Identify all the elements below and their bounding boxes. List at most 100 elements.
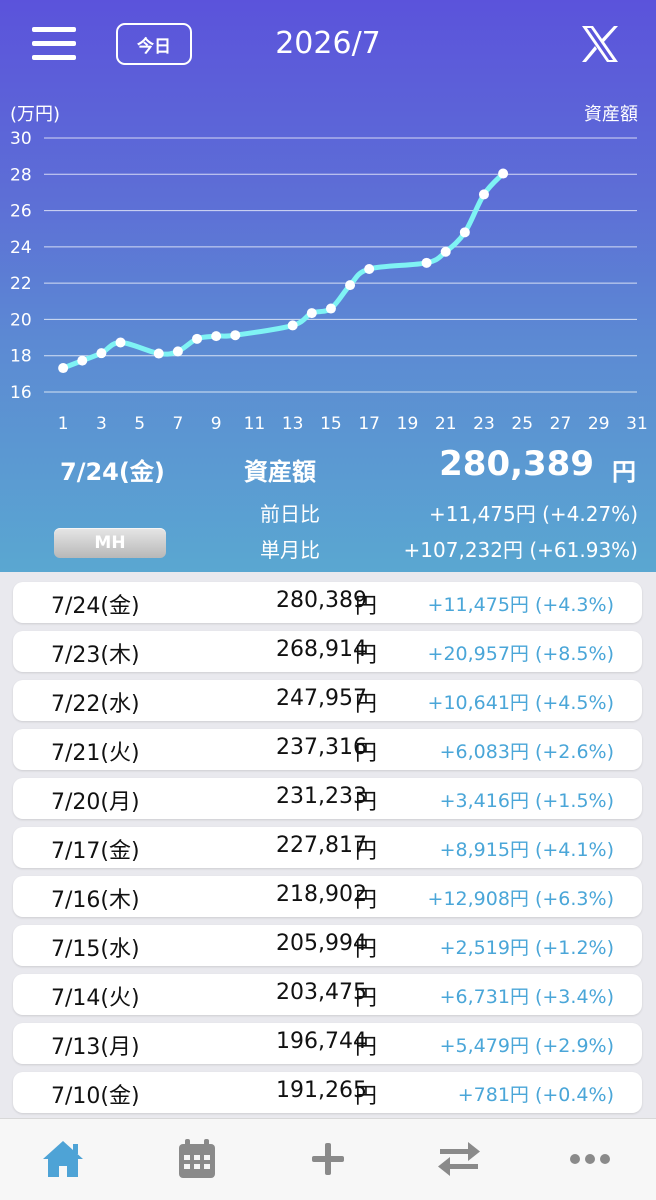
- x-tick-label: 29: [588, 414, 610, 434]
- x-tick-label: 5: [134, 414, 145, 434]
- record-value: 191,265: [276, 1078, 367, 1103]
- record-row[interactable]: 7/24(金) 280,389 円 +11,475円 (+4.3%): [13, 582, 642, 623]
- record-value: 203,475: [276, 980, 367, 1005]
- record-date: 7/22(水): [51, 692, 140, 717]
- month-title: 2026/7: [275, 26, 381, 61]
- record-value: 231,233: [276, 784, 367, 809]
- hamburger-icon[interactable]: [32, 27, 76, 61]
- bottom-tab-bar: [0, 1118, 656, 1200]
- record-date: 7/13(月): [51, 1035, 140, 1060]
- mh-button[interactable]: MH: [54, 528, 166, 558]
- record-row[interactable]: 7/15(水) 205,994 円 +2,519円 (+1.2%): [13, 925, 642, 966]
- record-change: +5,479円 (+2.9%): [439, 1035, 614, 1057]
- data-point: [364, 263, 375, 274]
- record-unit: 円: [355, 888, 378, 913]
- x-tick-label: 3: [96, 414, 107, 434]
- record-unit: 円: [355, 937, 378, 962]
- asset-line-chart: 16 18 20 22 24 26 28 30 1 3 5 7 9 11 13 15 17 19 21 23 25 27 2…: [0, 92, 656, 442]
- record-value: 205,994: [276, 931, 367, 956]
- record-change: +12,908円 (+6.3%): [427, 888, 614, 910]
- home-icon[interactable]: [40, 1137, 86, 1181]
- data-point: [211, 331, 222, 342]
- data-point: [325, 303, 336, 314]
- y-tick-label: 26: [10, 202, 32, 222]
- record-row[interactable]: 7/16(木) 218,902 円 +12,908円 (+6.3%): [13, 876, 642, 917]
- x-logo-icon[interactable]: [578, 24, 622, 64]
- data-point: [440, 246, 451, 257]
- data-point: [306, 308, 317, 319]
- record-value: 237,316: [276, 735, 367, 760]
- data-point: [478, 189, 489, 200]
- data-point: [230, 330, 241, 341]
- transfer-arrows-icon[interactable]: [436, 1137, 482, 1181]
- data-point: [96, 348, 107, 359]
- record-row[interactable]: 7/22(水) 247,957 円 +10,641円 (+4.5%): [13, 680, 642, 721]
- record-change: +8,915円 (+4.1%): [439, 839, 614, 861]
- record-value: 196,744: [276, 1029, 367, 1054]
- x-tick-label: 7: [172, 414, 183, 434]
- record-change: +20,957円 (+8.5%): [427, 643, 614, 665]
- y-tick-label: 22: [10, 274, 32, 294]
- record-value: 280,389: [276, 588, 367, 613]
- x-tick-label: 17: [358, 414, 380, 434]
- data-point: [153, 348, 164, 359]
- month-change-value: +107,232円 (+61.93%): [403, 538, 638, 562]
- x-tick-label: 21: [435, 414, 457, 434]
- record-row[interactable]: 7/13(月) 196,744 円 +5,479円 (+2.9%): [13, 1023, 642, 1064]
- record-row[interactable]: 7/14(火) 203,475 円 +6,731円 (+3.4%): [13, 974, 642, 1015]
- x-tick-label: 27: [550, 414, 572, 434]
- y-tick-label: 30: [10, 129, 32, 149]
- top-bar: 今日 2026/7: [0, 0, 656, 92]
- summary-unit: 円: [612, 458, 636, 486]
- data-point: [498, 168, 509, 179]
- record-date: 7/20(月): [51, 790, 140, 815]
- record-row[interactable]: 7/21(火) 237,316 円 +6,083円 (+2.6%): [13, 729, 642, 770]
- record-unit: 円: [355, 643, 378, 668]
- plus-icon[interactable]: [305, 1137, 351, 1181]
- record-date: 7/24(金): [51, 594, 140, 619]
- record-unit: 円: [355, 986, 378, 1011]
- record-date: 7/17(金): [51, 839, 140, 864]
- record-value: 247,957: [276, 686, 367, 711]
- record-value: 227,817: [276, 833, 367, 858]
- record-row[interactable]: 7/23(木) 268,914 円 +20,957円 (+8.5%): [13, 631, 642, 672]
- x-tick-label: 11: [244, 414, 266, 434]
- y-axis-unit-label: (万円): [10, 104, 61, 125]
- record-value: 218,902: [276, 882, 367, 907]
- more-dots-icon[interactable]: [567, 1137, 613, 1181]
- record-unit: 円: [355, 594, 378, 619]
- y-tick-label: 28: [10, 165, 32, 185]
- record-date: 7/21(火): [51, 741, 140, 766]
- y-tick-label: 18: [10, 347, 32, 367]
- record-row[interactable]: 7/10(金) 191,265 円 +781円 (+0.4%): [13, 1072, 642, 1113]
- data-point: [58, 363, 69, 374]
- record-date: 7/15(水): [51, 937, 140, 962]
- data-point: [115, 337, 126, 348]
- record-unit: 円: [355, 1035, 378, 1060]
- record-value: 268,914: [276, 637, 367, 662]
- x-tick-label: 15: [320, 414, 342, 434]
- record-unit: 円: [355, 692, 378, 717]
- record-row[interactable]: 7/20(月) 231,233 円 +3,416円 (+1.5%): [13, 778, 642, 819]
- record-change: +11,475円 (+4.3%): [427, 594, 614, 616]
- record-row[interactable]: 7/17(金) 227,817 円 +8,915円 (+4.1%): [13, 827, 642, 868]
- prev-day-value: +11,475円 (+4.27%): [429, 502, 638, 526]
- calendar-icon[interactable]: [174, 1137, 220, 1181]
- x-tick-label: 1: [58, 414, 69, 434]
- y-tick-label: 20: [10, 310, 32, 330]
- today-button[interactable]: 今日: [116, 23, 192, 65]
- prev-day-label: 前日比: [260, 502, 320, 526]
- data-point: [77, 355, 88, 366]
- chart-metric-label: 資産額: [584, 104, 638, 125]
- record-change: +10,641円 (+4.5%): [427, 692, 614, 714]
- data-point: [287, 320, 298, 331]
- hero-panel: 今日 2026/7 (万円) 資産額 16 18 20 22 24 26 28 30 1 3 5 7 9…: [0, 0, 656, 572]
- record-unit: 円: [355, 839, 378, 864]
- record-change: +3,416円 (+1.5%): [439, 790, 614, 812]
- x-tick-label: 9: [211, 414, 222, 434]
- record-change: +2,519円 (+1.2%): [439, 937, 614, 959]
- record-change: +6,083円 (+2.6%): [439, 741, 614, 763]
- y-tick-label: 24: [10, 238, 32, 258]
- record-unit: 円: [355, 790, 378, 815]
